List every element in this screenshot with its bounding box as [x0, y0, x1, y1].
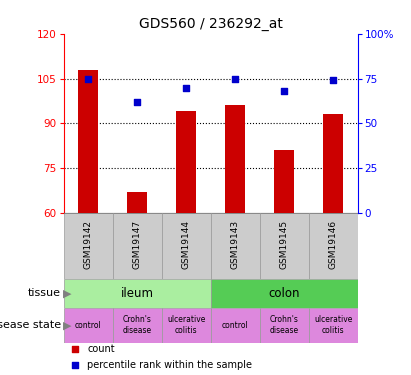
Text: disease state: disease state	[0, 320, 61, 330]
Bar	[309, 308, 358, 343]
Text: colon: colon	[268, 287, 300, 300]
Bar	[64, 279, 210, 308]
Bar	[211, 279, 358, 308]
Text: GSM19146: GSM19146	[328, 220, 337, 269]
Text: tissue: tissue	[28, 288, 61, 298]
Point	[85, 76, 92, 82]
Point	[330, 77, 336, 83]
Text: GSM19143: GSM19143	[231, 220, 240, 269]
Text: ulcerative
colitis: ulcerative colitis	[314, 315, 352, 335]
Point	[183, 84, 189, 90]
Point	[72, 362, 79, 368]
Point	[281, 88, 287, 94]
Point	[72, 346, 79, 352]
Text: Crohn's
disease: Crohn's disease	[270, 315, 299, 335]
Text: GSM19144: GSM19144	[182, 220, 191, 269]
Text: GSM19142: GSM19142	[84, 220, 93, 269]
Bar	[211, 308, 260, 343]
Text: percentile rank within the sample: percentile rank within the sample	[87, 360, 252, 370]
Title: GDS560 / 236292_at: GDS560 / 236292_at	[139, 17, 283, 32]
Bar	[309, 213, 358, 279]
Text: ▶: ▶	[63, 320, 71, 330]
Bar	[176, 111, 196, 213]
Bar	[64, 308, 113, 343]
Bar	[211, 213, 260, 279]
Text: count: count	[87, 344, 115, 354]
Bar	[225, 105, 245, 213]
Point	[134, 99, 141, 105]
Bar	[162, 308, 211, 343]
Text: control: control	[222, 321, 249, 330]
Bar	[127, 192, 147, 213]
Point	[232, 76, 238, 82]
Bar	[113, 213, 162, 279]
Text: ▶: ▶	[63, 288, 71, 298]
Text: ulcerative
colitis: ulcerative colitis	[167, 315, 206, 335]
Text: control: control	[75, 321, 102, 330]
Bar	[274, 150, 294, 213]
Bar	[162, 213, 211, 279]
Bar	[323, 114, 343, 213]
Text: GSM19147: GSM19147	[133, 220, 142, 269]
Bar	[79, 70, 98, 213]
Text: ileum: ileum	[121, 287, 154, 300]
Bar	[260, 213, 309, 279]
Bar	[64, 213, 113, 279]
Bar	[260, 308, 309, 343]
Text: GSM19145: GSM19145	[279, 220, 289, 269]
Bar	[113, 308, 162, 343]
Text: Crohn's
disease: Crohn's disease	[122, 315, 152, 335]
